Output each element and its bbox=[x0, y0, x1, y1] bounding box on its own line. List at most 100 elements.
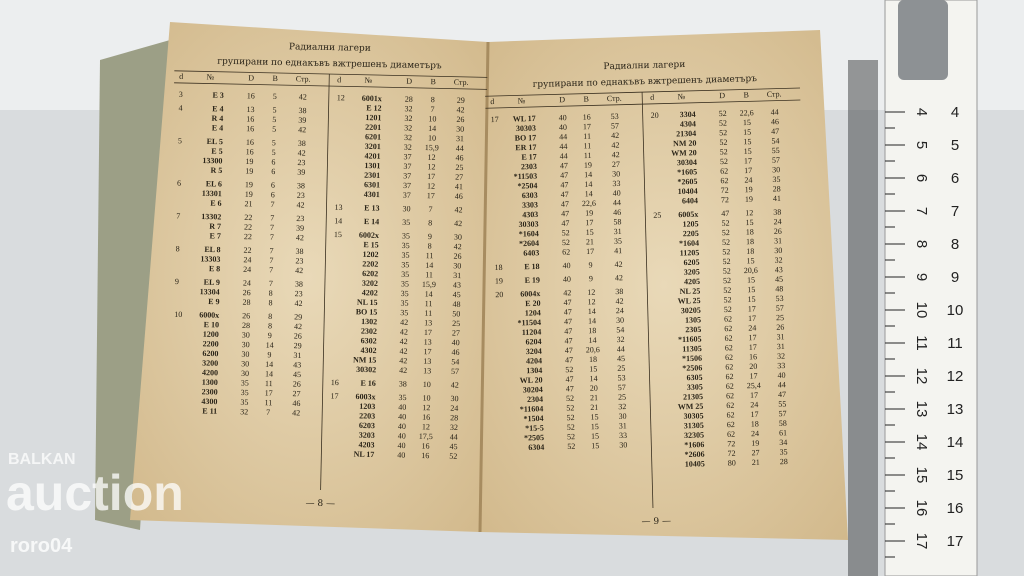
cell: 14 bbox=[588, 307, 596, 316]
cell: 30 bbox=[456, 125, 464, 134]
cell: 35 bbox=[400, 299, 408, 308]
cell: 40 bbox=[398, 412, 406, 421]
diameter: 3 bbox=[179, 90, 183, 99]
cell: 42 bbox=[399, 366, 407, 375]
cell: 3203 bbox=[359, 431, 375, 440]
cell: 6301 bbox=[364, 180, 380, 189]
ruler-label: 10 bbox=[913, 302, 930, 319]
cell: 46 bbox=[451, 348, 459, 357]
cell: 31 bbox=[293, 351, 301, 360]
cell: 42 bbox=[400, 337, 408, 346]
cell: 26 bbox=[293, 380, 301, 389]
column-header: d bbox=[650, 93, 654, 102]
cell: *11605 bbox=[678, 334, 702, 344]
cell: 17 bbox=[749, 343, 757, 352]
cell: 12 bbox=[427, 182, 435, 191]
cell: 17 bbox=[427, 172, 435, 181]
cell: 62 bbox=[725, 343, 733, 352]
cell: 45 bbox=[775, 275, 783, 284]
cell: 40 bbox=[398, 422, 406, 431]
cell: 30 bbox=[241, 359, 249, 368]
cell: 42 bbox=[454, 205, 462, 214]
cell: 13 bbox=[424, 337, 432, 346]
cell: 26 bbox=[776, 323, 784, 332]
cell: 1302 bbox=[361, 317, 377, 326]
cell: 53 bbox=[617, 373, 625, 382]
cell: 1205 bbox=[682, 219, 698, 228]
cell: 26 bbox=[456, 115, 464, 124]
cell: 17 bbox=[423, 347, 431, 356]
cell: 9 bbox=[589, 274, 593, 283]
cell: E 4 bbox=[212, 123, 224, 132]
cell: 30304 bbox=[677, 158, 697, 168]
cell: 19 bbox=[745, 185, 753, 194]
cell: 55 bbox=[772, 146, 780, 155]
cell: 52 bbox=[723, 295, 731, 304]
ruler-label: 13 bbox=[947, 401, 964, 418]
cell: 14 bbox=[584, 170, 592, 179]
cell: 31305 bbox=[684, 421, 704, 431]
cell: 6002x bbox=[359, 231, 379, 240]
ruler-label: 8 bbox=[951, 236, 959, 253]
cell: 14 bbox=[425, 289, 433, 298]
cell: 25 bbox=[452, 319, 460, 328]
cell: 52 bbox=[565, 365, 573, 374]
cell: 1301 bbox=[364, 161, 380, 170]
cell: 35 bbox=[401, 289, 409, 298]
column-header: d bbox=[337, 75, 341, 84]
cell: 47 bbox=[565, 375, 573, 384]
cell: 30 bbox=[241, 350, 249, 359]
cell: 25 bbox=[618, 392, 626, 401]
cell: 6303 bbox=[522, 191, 538, 200]
cell: BO 15 bbox=[356, 307, 378, 316]
cell: 24 bbox=[744, 175, 752, 184]
cell: 7 bbox=[270, 233, 274, 242]
cell: 24 bbox=[450, 404, 458, 413]
cell: 24 bbox=[773, 217, 781, 226]
cell: 10404 bbox=[678, 187, 698, 197]
cell: 32 bbox=[404, 114, 412, 123]
cell: 34 bbox=[779, 438, 787, 447]
cell: 28 bbox=[242, 321, 250, 330]
cell: 14 bbox=[584, 180, 592, 189]
cell: 3305 bbox=[687, 382, 703, 391]
cell: 16 bbox=[422, 413, 430, 422]
cell: 14 bbox=[589, 374, 597, 383]
cell: 18 bbox=[588, 326, 596, 335]
cell: E 20 bbox=[525, 299, 541, 308]
diameter: 19 bbox=[495, 276, 503, 285]
cell: WL 20 bbox=[520, 375, 543, 385]
cell: 52 bbox=[566, 394, 574, 403]
cell: 24 bbox=[748, 323, 756, 332]
cell: 42 bbox=[454, 242, 462, 251]
diameter: 17 bbox=[491, 115, 499, 124]
cell: 47 bbox=[564, 317, 572, 326]
cell: 5 bbox=[273, 92, 277, 101]
cell: 14 bbox=[265, 360, 273, 369]
cell: 31 bbox=[777, 342, 785, 351]
diameter: 17 bbox=[330, 392, 338, 401]
cell: 38 bbox=[298, 106, 306, 115]
cell: *1504 bbox=[523, 414, 543, 424]
cell: 37 bbox=[403, 191, 411, 200]
cell: 20,6 bbox=[744, 266, 758, 275]
cell: 52 bbox=[721, 219, 729, 228]
cell: 30 bbox=[618, 412, 626, 421]
cell: 42 bbox=[298, 148, 306, 157]
cell: 32 bbox=[616, 335, 624, 344]
cell: 8 bbox=[428, 242, 432, 251]
cell: 32 bbox=[774, 256, 782, 265]
cell: 29 bbox=[457, 96, 465, 105]
cell: E 16 bbox=[360, 379, 376, 388]
cell: *2506 bbox=[682, 363, 702, 373]
cell: 13301 bbox=[202, 189, 222, 198]
cell: *11504 bbox=[517, 318, 541, 328]
cell: E 14 bbox=[364, 217, 380, 226]
cell: 1203 bbox=[359, 402, 375, 411]
cell: 45 bbox=[453, 290, 461, 299]
ruler-label: 4 bbox=[951, 104, 959, 121]
cell: 9 bbox=[268, 331, 272, 340]
cell: 25,4 bbox=[747, 381, 761, 390]
column-header: Стр. bbox=[454, 78, 469, 87]
cell: 52 bbox=[720, 157, 728, 166]
